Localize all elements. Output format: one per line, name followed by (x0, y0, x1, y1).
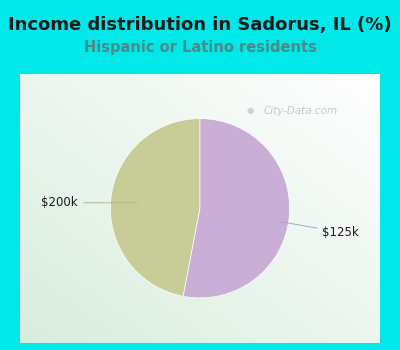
Text: $125k: $125k (282, 222, 359, 239)
Text: City-Data.com: City-Data.com (264, 106, 338, 116)
Wedge shape (110, 119, 200, 296)
Text: ●: ● (247, 106, 254, 115)
Text: Income distribution in Sadorus, IL (%): Income distribution in Sadorus, IL (%) (8, 16, 392, 34)
Text: $200k: $200k (42, 196, 137, 209)
Text: Hispanic or Latino residents: Hispanic or Latino residents (84, 40, 316, 55)
Wedge shape (183, 119, 290, 298)
